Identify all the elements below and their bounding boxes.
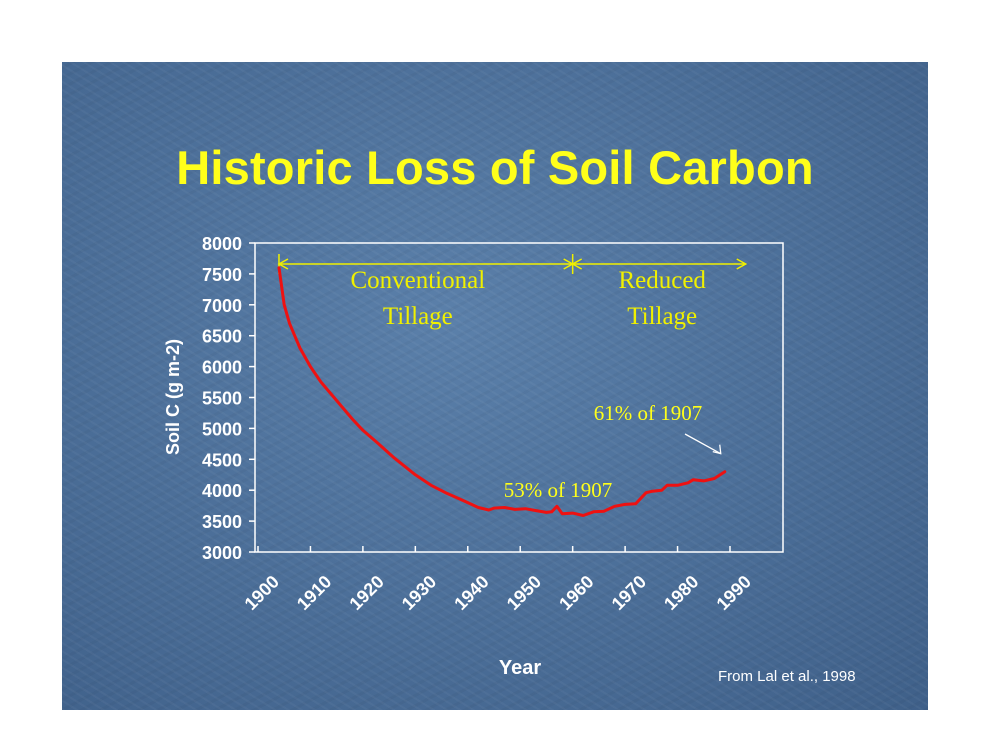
y-tick-label: 6500 (202, 327, 242, 347)
x-tick-label: 1930 (398, 572, 440, 614)
period-conventional-tillage: Conventional Tillage (277, 258, 575, 330)
annotation-53-percent: 53% of 1907 (504, 478, 613, 502)
y-tick-label: 7000 (202, 296, 242, 316)
y-tick-label: 4500 (202, 450, 242, 470)
slide-title: Historic Loss of Soil Carbon (176, 141, 814, 194)
soil-carbon-chart: 8000 7500 7000 6500 6000 5500 5000 4500 4000 3500… (163, 234, 784, 679)
tillage-periods: Conventional Tillage Reduced Tillage (277, 254, 748, 330)
soil-carbon-line (277, 266, 727, 517)
series-layer (277, 266, 727, 517)
x-tick-label: 1950 (503, 572, 545, 614)
period-label-line2: Tillage (383, 303, 453, 330)
y-axis-ticks: 8000 7500 7000 6500 6000 5500 5000 4500 4000 3500… (202, 234, 255, 563)
period-arrow-head-right (736, 258, 748, 270)
x-tick-label: 1910 (293, 572, 335, 614)
x-axis-ticks: 1900 1910 1920 1930 1940 1950 1960 1970 1980 1990 (241, 546, 755, 614)
x-tick-label: 1990 (713, 572, 755, 614)
y-tick-label: 8000 (202, 234, 242, 254)
y-tick-label: 5500 (202, 389, 242, 409)
x-tick-label: 1920 (345, 572, 387, 614)
x-tick-label: 1980 (660, 572, 702, 614)
y-tick-label: 5000 (202, 419, 242, 439)
annotations-layer: 53% of 1907 61% of 1907 (504, 401, 722, 502)
annotation-pointer-line (684, 433, 722, 455)
y-tick-label: 3500 (202, 512, 242, 532)
x-tick-label: 1940 (450, 572, 492, 614)
x-tick-label: 1960 (555, 572, 597, 614)
y-tick-label: 4000 (202, 481, 242, 501)
y-tick-label: 6000 (202, 358, 242, 378)
annotation-pointer-head (712, 444, 722, 455)
slide: Historic Loss of Soil Carbon 8000 7500 700… (62, 62, 928, 710)
source-citation: From Lal et al., 1998 (718, 668, 856, 685)
y-axis-label: Soil C (g m-2) (163, 339, 183, 455)
period-label-line2: Tillage (627, 303, 697, 330)
period-label-line1: Conventional (350, 267, 485, 294)
x-tick-label: 1970 (608, 572, 650, 614)
x-axis-label: Year (499, 657, 541, 679)
period-label-line1: Reduced (618, 267, 706, 294)
y-tick-label: 7500 (202, 265, 242, 285)
y-tick-label: 3000 (202, 543, 242, 563)
x-tick-label: 1900 (241, 572, 283, 614)
annotation-61-percent: 61% of 1907 (594, 401, 703, 425)
period-reduced-tillage: Reduced Tillage (571, 258, 748, 330)
